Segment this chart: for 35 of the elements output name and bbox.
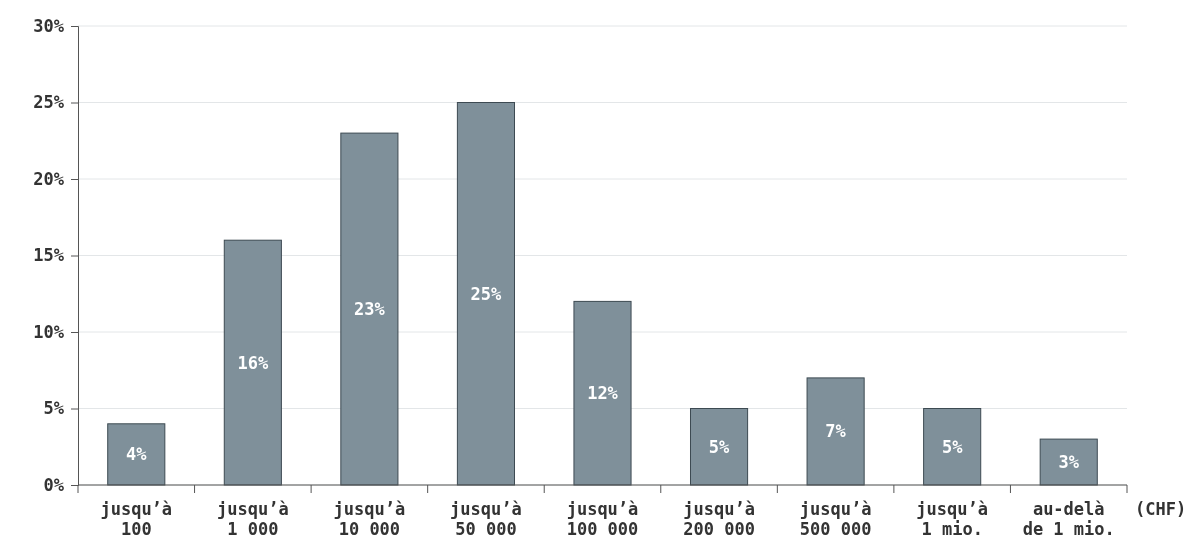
y-tick-label: 20%: [33, 168, 65, 189]
data-label: 3%: [1058, 452, 1080, 472]
data-label: 12%: [587, 383, 619, 404]
data-label: 5%: [941, 436, 964, 457]
data-label: 4%: [126, 444, 148, 465]
x-tick-label: jusqu’à 500 000: [799, 499, 872, 539]
bar: [573, 300, 632, 486]
bar: [456, 102, 515, 486]
bar: [923, 408, 982, 486]
data-label: 16%: [237, 352, 269, 373]
y-tick-label: 25%: [33, 92, 65, 113]
bar: [340, 132, 399, 486]
bar: [690, 408, 749, 486]
y-tick-label: 10%: [33, 321, 65, 342]
data-label: 25%: [470, 283, 503, 304]
bar: [223, 239, 282, 486]
data-label: 5%: [708, 436, 731, 457]
x-tick-label: au-delà de 1 mio.: [1022, 499, 1115, 539]
data-label: 23%: [354, 299, 386, 319]
x-tick-label: jusqu’à 50 000: [450, 499, 522, 539]
data-label: 7%: [825, 421, 847, 442]
x-tick-label: jusqu’à 100: [100, 499, 173, 539]
x-tick-label: jusqu’à 10 000: [333, 499, 406, 539]
y-tick-label: 15%: [33, 245, 65, 266]
x-tick-label: jusqu’à 100 000: [566, 499, 639, 539]
x-axis-title: (CHF): [1135, 499, 1187, 519]
x-tick-label: jusqu’à 1 mio.: [916, 499, 988, 539]
bar: [1039, 438, 1098, 486]
bar: [806, 377, 865, 486]
x-tick-label: jusqu’à 1 000: [217, 499, 289, 539]
y-tick-label: 30%: [33, 15, 65, 36]
y-tick-label: 0%: [43, 474, 65, 495]
bar: [107, 423, 166, 486]
y-tick-label: 5%: [43, 398, 65, 419]
x-tick-label: jusqu’à 200 000: [683, 499, 755, 539]
